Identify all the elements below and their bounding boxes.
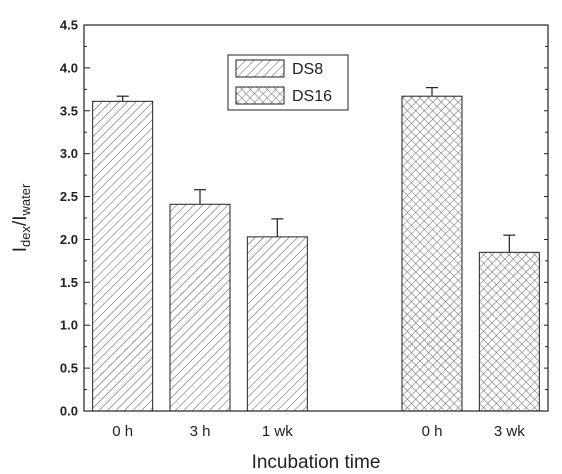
legend-swatch-ds16	[235, 86, 285, 105]
x-axis-title: Incubation time	[252, 452, 381, 473]
y-tick-label: 0.0	[60, 404, 78, 419]
y-axis: 0.0 0.5 1.0 1.5 2.0 2.5 3.0 3.5 4.0 4.5	[60, 18, 548, 419]
legend: DS8 DS16	[227, 54, 349, 111]
y-axis-title: Idex/Iwater	[10, 183, 33, 252]
y-tick-label: 2.0	[60, 232, 78, 247]
y-tick-label: 0.5	[60, 361, 78, 376]
y-tick-label: 2.5	[60, 189, 78, 204]
legend-label-ds8: DS8	[292, 61, 323, 78]
y-tick-label: 3.0	[60, 146, 78, 161]
bar-ds16-3wk	[478, 251, 540, 412]
bars	[92, 87, 540, 412]
x-axis: 0 h 3 h 1 wk 0 h 3 wk	[112, 423, 525, 440]
y-tick-label: 4.0	[60, 60, 78, 75]
legend-swatch-ds8	[235, 59, 285, 78]
y-tick-label: 4.5	[60, 18, 78, 33]
bar-ds8-1wk	[246, 236, 308, 412]
x-tick-label: 1 wk	[262, 423, 293, 440]
legend-label-ds16: DS16	[292, 88, 332, 105]
y-tick-label: 1.5	[60, 275, 78, 290]
bar-ds8-3h	[169, 203, 231, 412]
x-tick-label: 0 h	[422, 423, 443, 440]
bar-ds8-0h	[92, 100, 154, 412]
x-tick-label: 3 wk	[494, 423, 525, 440]
x-tick-label: 3 h	[190, 423, 211, 440]
x-tick-label: 0 h	[112, 423, 133, 440]
bar-ds16-0h	[401, 95, 463, 412]
y-tick-label: 1.0	[60, 318, 78, 333]
y-tick-label: 3.5	[60, 103, 78, 118]
